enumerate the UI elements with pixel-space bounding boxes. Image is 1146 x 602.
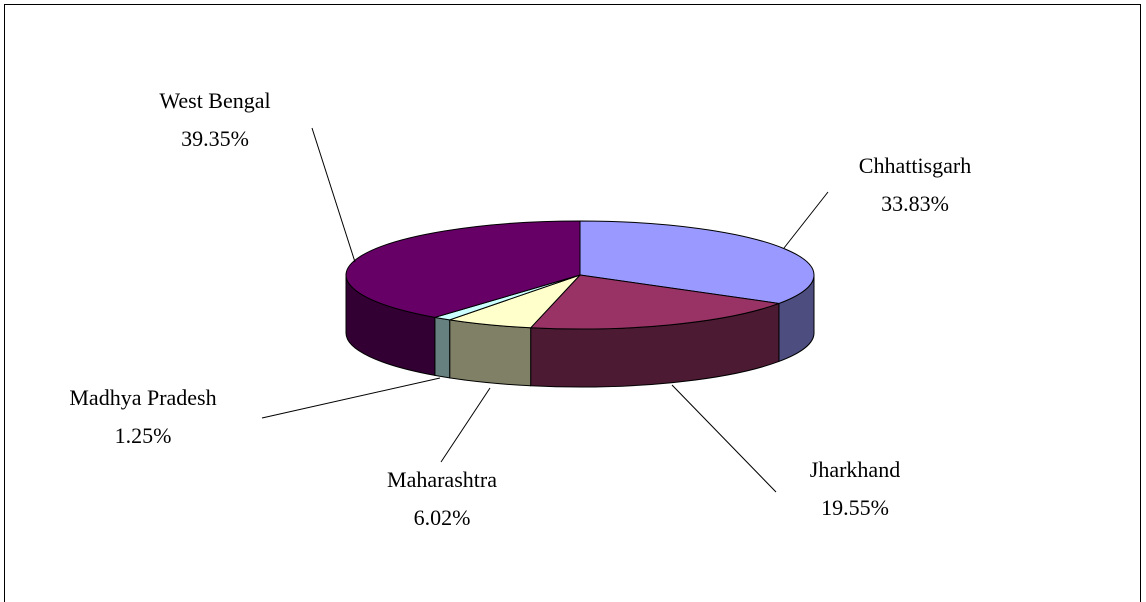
leader-line [783, 191, 829, 249]
leader-line [311, 127, 356, 263]
slice-value-label: 1.25% [115, 423, 172, 448]
pie-slice [345, 220, 581, 318]
leader-line [440, 387, 491, 463]
leader-line [671, 384, 777, 493]
pie-slice [579, 220, 815, 304]
slice-label: Maharashtra [387, 467, 497, 492]
slice-value-label: 19.55% [821, 495, 889, 520]
pie-slice [529, 274, 780, 330]
leader-line [261, 377, 441, 419]
pie-slice-side [449, 319, 532, 387]
slice-label: Chhattisgarh [859, 153, 971, 178]
slice-label: West Bengal [159, 88, 270, 113]
slice-value-label: 33.83% [881, 191, 949, 216]
slice-label: Jharkhand [810, 457, 900, 482]
slice-label: Madhya Pradesh [69, 385, 216, 410]
slice-value-label: 6.02% [414, 505, 471, 530]
slice-value-label: 39.35% [181, 126, 249, 151]
pie-slice-side [434, 316, 451, 379]
